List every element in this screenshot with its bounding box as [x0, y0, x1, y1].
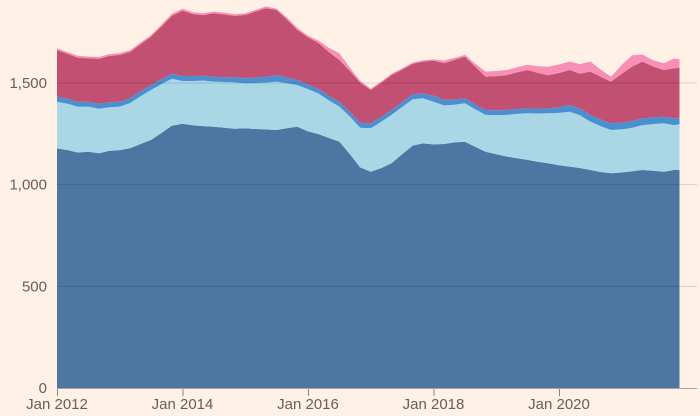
y-axis-label-1,000: 1,000: [9, 177, 47, 194]
area-steel-blue-base: [57, 123, 680, 388]
area-light-blue: [57, 78, 680, 174]
x-axis-label-2016: Jan 2016: [277, 396, 339, 413]
x-axis-label-2012: Jan 2012: [26, 396, 88, 413]
y-axis-label-0: 0: [39, 380, 47, 397]
x-axis-label-2020: Jan 2020: [528, 396, 590, 413]
area-rose: [57, 8, 680, 124]
area-pink: [57, 6, 680, 90]
y-axis-label-1,500: 1,500: [9, 75, 47, 92]
area-mid-blue-band: [57, 73, 680, 130]
y-axis-label-500: 500: [22, 278, 47, 295]
x-axis-label-2014: Jan 2014: [152, 396, 214, 413]
x-axis-label-2018: Jan 2018: [403, 396, 465, 413]
